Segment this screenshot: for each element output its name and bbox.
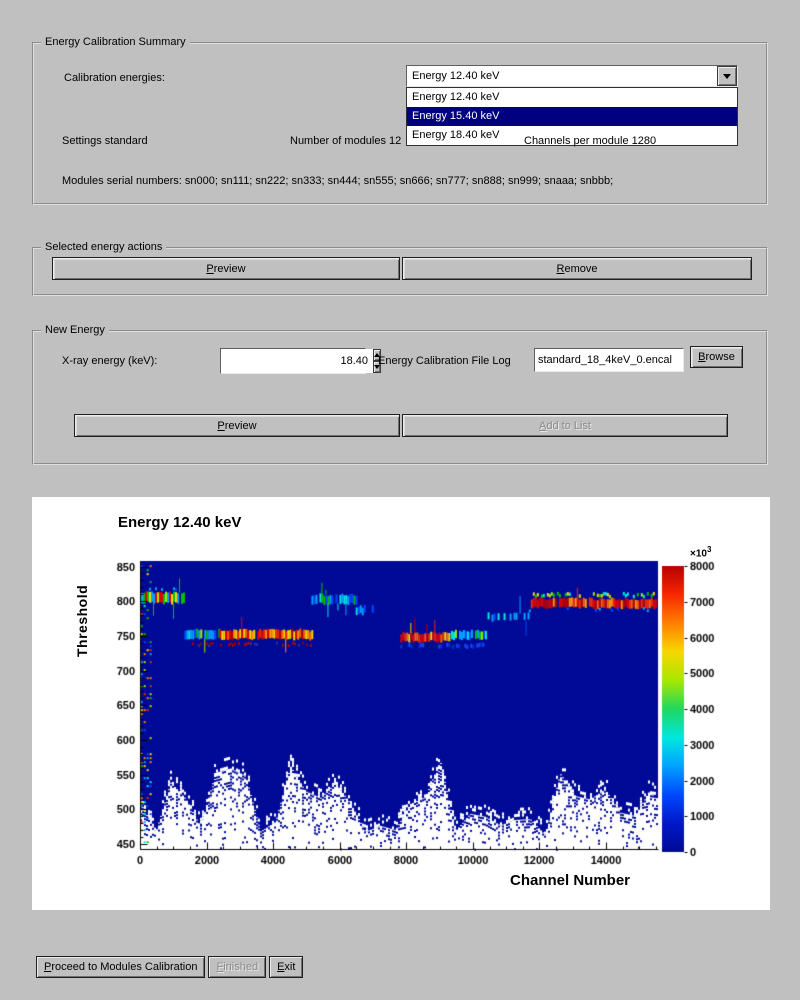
group-title: New Energy (41, 324, 109, 336)
calibration-energies-combobox[interactable]: Energy 12.40 keV (406, 65, 738, 87)
chevron-down-icon (723, 73, 731, 79)
chevron-down-icon (374, 365, 380, 369)
plot-title: Energy 12.40 keV (118, 514, 242, 531)
xray-energy-input[interactable] (221, 349, 373, 373)
xray-energy-spinbox[interactable] (220, 348, 381, 374)
dropdown-item[interactable]: Energy 15.40 keV (407, 107, 737, 126)
spinner-buttons (373, 349, 381, 373)
plot-x-axis-label: Channel Number (510, 872, 631, 889)
calibration-energies-dropdown: Energy 12.40 keV Energy 15.40 keV Energy… (406, 87, 738, 146)
settings-standard-label: Settings standard (62, 135, 148, 147)
dropdown-item[interactable]: Energy 12.40 keV (412, 91, 500, 103)
dropdown-item[interactable]: Energy 18.40 keV (412, 129, 500, 141)
channels-per-module-label: Channels per module 1280 (524, 135, 657, 147)
spinner-up-button[interactable] (373, 349, 381, 361)
plot-y-axis-label: Threshold (74, 584, 90, 657)
file-log-input[interactable] (534, 348, 684, 372)
colorbar-scale-label: ×103 (690, 545, 712, 560)
threshold-scan-plot (32, 497, 770, 910)
combobox-dropdown-button[interactable] (717, 66, 737, 86)
group-title: Selected energy actions (41, 241, 167, 253)
combobox-value[interactable]: Energy 12.40 keV (407, 66, 717, 86)
calibration-energies-label: Calibration energies: (64, 72, 165, 84)
spinner-down-button[interactable] (373, 361, 381, 373)
number-of-modules-label: Number of modules 12 (290, 135, 402, 147)
threshold-scan-panel: Energy 12.40 keV Threshold Channel Numbe… (32, 497, 770, 910)
modules-serial-numbers-label: Modules serial numbers: sn000; sn111; sn… (62, 175, 614, 187)
file-log-label: Energy Calibration File Log (378, 355, 511, 367)
new-energy-group: New Energy X-ray energy (keV): Energy Ca… (32, 324, 768, 465)
xray-energy-label: X-ray energy (keV): (62, 355, 158, 367)
chevron-up-icon (374, 353, 380, 357)
group-title: Energy Calibration Summary (41, 36, 190, 48)
energy-calibration-summary-group: Energy Calibration Summary Calibration e… (32, 36, 768, 205)
